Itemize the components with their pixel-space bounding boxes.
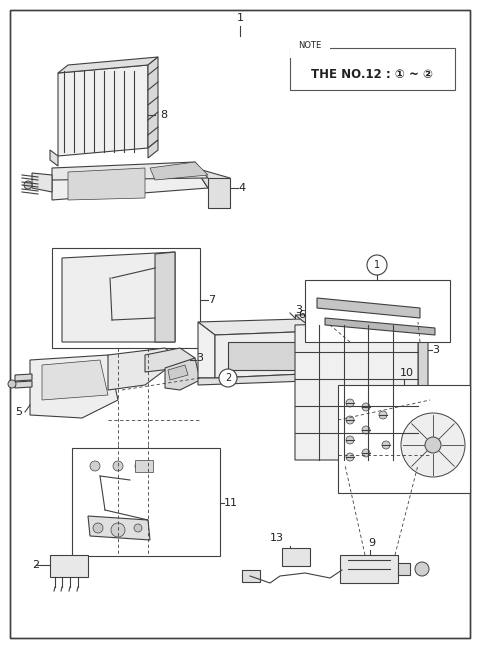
- Polygon shape: [30, 355, 118, 418]
- Bar: [228, 342, 300, 370]
- Polygon shape: [58, 65, 148, 156]
- Polygon shape: [195, 168, 230, 208]
- Text: 13: 13: [270, 533, 284, 543]
- Polygon shape: [155, 252, 175, 342]
- Bar: [228, 342, 300, 370]
- Polygon shape: [52, 162, 208, 180]
- Text: NOTE: NOTE: [298, 41, 321, 50]
- Polygon shape: [52, 168, 208, 200]
- Circle shape: [90, 461, 100, 471]
- Bar: [338, 385, 470, 493]
- Bar: [340, 555, 398, 583]
- Text: 1: 1: [374, 260, 380, 270]
- Circle shape: [362, 449, 370, 457]
- Polygon shape: [50, 150, 58, 166]
- Circle shape: [111, 523, 125, 537]
- Text: 3: 3: [295, 305, 302, 315]
- Bar: [52, 248, 200, 348]
- Circle shape: [346, 436, 354, 444]
- Circle shape: [135, 461, 145, 471]
- Polygon shape: [150, 162, 208, 180]
- Bar: [305, 280, 450, 342]
- Polygon shape: [15, 381, 32, 388]
- Bar: [72, 448, 220, 556]
- Text: 3: 3: [196, 353, 203, 363]
- Text: 6: 6: [298, 310, 305, 320]
- Polygon shape: [198, 322, 215, 378]
- Circle shape: [93, 523, 103, 533]
- Bar: [242, 570, 260, 582]
- Circle shape: [362, 426, 370, 434]
- Text: 7: 7: [208, 295, 215, 305]
- Polygon shape: [215, 330, 348, 378]
- Text: 9: 9: [368, 538, 375, 548]
- Polygon shape: [168, 365, 188, 380]
- Bar: [398, 563, 410, 575]
- Polygon shape: [42, 360, 108, 400]
- Polygon shape: [295, 322, 418, 460]
- Text: 5: 5: [15, 407, 22, 417]
- Bar: [135, 460, 153, 472]
- Circle shape: [379, 411, 387, 419]
- Polygon shape: [165, 358, 200, 390]
- Circle shape: [346, 399, 354, 407]
- Text: 10: 10: [400, 368, 414, 378]
- Text: 1: 1: [237, 13, 243, 23]
- Polygon shape: [148, 57, 158, 148]
- Polygon shape: [68, 168, 145, 200]
- Polygon shape: [325, 318, 435, 335]
- Circle shape: [8, 380, 16, 388]
- Circle shape: [362, 403, 370, 411]
- Text: THE NO.12 : ① ~ ②: THE NO.12 : ① ~ ②: [311, 69, 433, 82]
- Circle shape: [346, 453, 354, 461]
- Polygon shape: [108, 348, 180, 390]
- Polygon shape: [295, 312, 428, 325]
- Circle shape: [24, 181, 32, 189]
- Text: 8: 8: [160, 110, 167, 120]
- Circle shape: [113, 461, 123, 471]
- Circle shape: [346, 416, 354, 424]
- Text: 11: 11: [224, 498, 238, 508]
- Text: 3: 3: [432, 345, 439, 355]
- Circle shape: [382, 441, 390, 449]
- Polygon shape: [32, 173, 52, 192]
- Circle shape: [134, 524, 142, 532]
- Polygon shape: [88, 516, 150, 540]
- Bar: [50, 555, 88, 577]
- Polygon shape: [145, 348, 195, 372]
- Text: 4: 4: [238, 183, 245, 193]
- Polygon shape: [198, 318, 348, 335]
- Polygon shape: [62, 252, 175, 342]
- Text: 2: 2: [225, 373, 231, 383]
- Polygon shape: [15, 374, 32, 381]
- Polygon shape: [198, 372, 348, 385]
- Polygon shape: [208, 178, 230, 208]
- Circle shape: [367, 255, 387, 275]
- Circle shape: [219, 369, 237, 387]
- Text: 2: 2: [32, 560, 39, 570]
- Bar: [290, 48, 455, 90]
- Polygon shape: [58, 57, 158, 73]
- Polygon shape: [148, 140, 158, 158]
- Bar: [282, 548, 310, 566]
- Circle shape: [401, 413, 465, 477]
- Circle shape: [415, 562, 429, 576]
- Polygon shape: [317, 298, 420, 318]
- Polygon shape: [418, 312, 428, 460]
- Circle shape: [425, 437, 441, 453]
